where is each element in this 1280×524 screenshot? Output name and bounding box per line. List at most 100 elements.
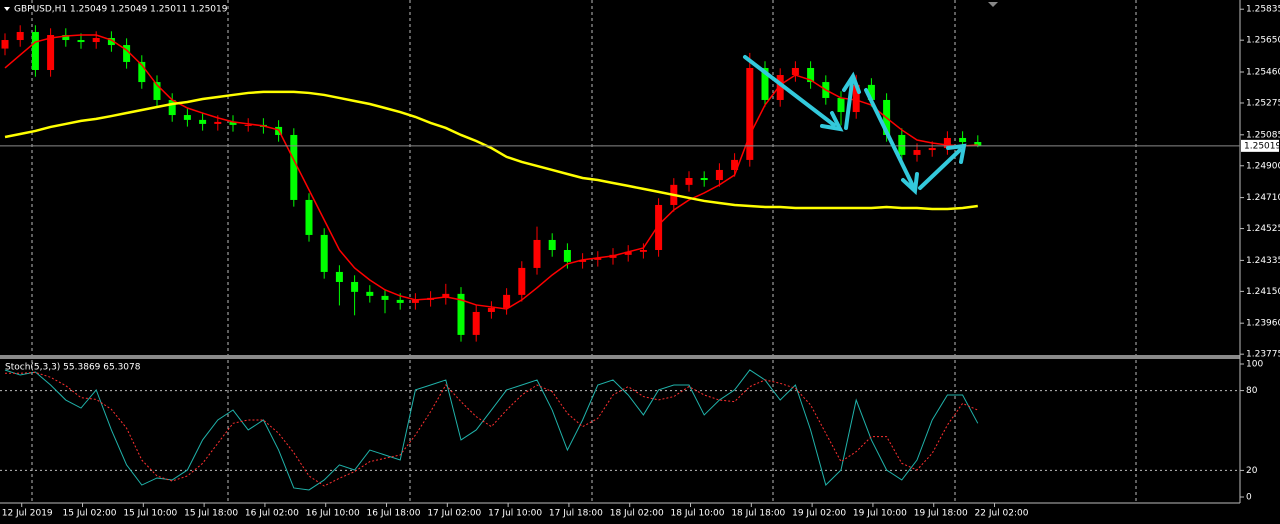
candle-body [199,119,207,124]
candle-body [396,299,404,303]
candle-body [943,137,951,149]
y-tick-label: 1.23960 [1246,319,1280,329]
candle-body [1,40,9,49]
x-tick-label: 19 Jul 02:00 [792,509,846,519]
candle-body [579,259,587,262]
candle-body [624,251,632,255]
candle-body [518,267,526,295]
indicator-title: Stoch(5,3,3) 55.3869 65.3078 [5,363,141,373]
arrow-head [946,143,967,164]
candle-body [229,121,237,125]
bid-label: 1.25019 [1244,141,1280,151]
x-tick-label: 19 Jul 18:00 [914,509,968,519]
x-tick-label: 15 Jul 18:00 [184,509,238,519]
x-tick-label: 17 Jul 18:00 [549,509,603,519]
y-tick-label: 1.25460 [1246,68,1280,78]
candle-body [47,34,55,70]
candle-body [31,31,39,70]
y-tick-label: 1.24335 [1246,256,1280,266]
y-tick-label: 1.25085 [1246,130,1280,140]
candle-body [563,250,571,262]
candle-body [442,293,450,298]
y-tick-label: 1.24900 [1246,161,1280,171]
x-tick-label: 15 Jul 02:00 [63,509,117,519]
zigzag-leg [743,55,836,127]
y-tick-label: 20 [1246,466,1258,476]
candle-body [959,137,967,142]
candle-body [700,178,708,181]
candle-body [487,307,495,312]
candle-body [533,239,541,268]
candle-body [244,124,252,126]
candle-body [746,67,754,160]
candle-body [655,204,663,251]
candle-body [153,82,161,100]
candle-body [715,169,723,181]
x-tick-label: 16 Jul 10:00 [306,509,360,519]
candle-body [351,281,359,292]
x-tick-label: 18 Jul 10:00 [671,509,725,519]
menu-triangle[interactable] [4,7,10,11]
arrow-head [901,172,919,196]
candle-body [123,45,131,62]
candle-body [928,148,936,151]
candle-body [183,115,191,120]
candle-body [898,134,906,155]
y-tick-label: 80 [1246,386,1258,396]
indicator-line [5,371,979,487]
y-tick-label: 1.25835 [1246,5,1280,15]
candle-body [381,295,389,300]
x-tick-label: 17 Jul 10:00 [488,509,542,519]
candle-body [107,38,115,46]
candle-body [761,67,769,100]
candle-body [974,142,982,146]
candle-body [731,159,739,170]
candle-body [366,291,374,296]
candle-body [472,311,480,335]
x-tick-label: 18 Jul 18:00 [731,509,785,519]
zigzag-annotation [743,55,967,196]
arrow-head [842,71,861,94]
zigzag-leg [864,88,915,188]
candle-body [77,40,85,43]
candle-body [639,250,647,252]
y-tick-label: 1.25650 [1246,36,1280,46]
x-tick-label: 22 Jul 02:00 [975,509,1029,519]
x-tick-label: 17 Jul 02:00 [427,509,481,519]
x-tick-label: 19 Jul 10:00 [853,509,907,519]
moving-average [4,90,978,211]
zigzag-leg [918,148,962,190]
y-tick-label: 1.24150 [1246,287,1280,297]
candle-body [411,299,419,303]
candle-body [320,234,328,272]
candle-body [807,67,815,83]
candle-body [214,121,222,124]
zigzag-leg [844,80,854,130]
moving-average [4,34,978,310]
candle-body [503,294,511,308]
y-tick-label: 1.24710 [1246,193,1280,203]
y-tick-label: 0 [1246,493,1252,503]
y-tick-label: 1.25275 [1246,98,1280,108]
bid-label-box [1241,139,1279,152]
candle-body [457,293,465,335]
y-tick-label: 1.24525 [1246,224,1280,234]
candle-body [138,61,146,83]
candle-body [837,97,845,113]
candle-body [776,75,784,100]
shift-marker [988,2,998,7]
candle-body [913,150,921,155]
candle-body [335,271,343,282]
arrow-head [820,111,844,132]
candle-body [168,99,176,116]
candle-body [290,134,298,200]
x-tick-label: 18 Jul 02:00 [610,509,664,519]
chart-title: GBPUSD,H1 1.25049 1.25049 1.25011 1.2501… [14,5,228,15]
x-tick-label: 12 Jul 2019 [2,509,53,519]
y-tick-label: 1.23775 [1246,350,1280,360]
candle-body [867,84,875,100]
y-tick-label: 100 [1246,360,1263,370]
candle-body [62,34,70,41]
